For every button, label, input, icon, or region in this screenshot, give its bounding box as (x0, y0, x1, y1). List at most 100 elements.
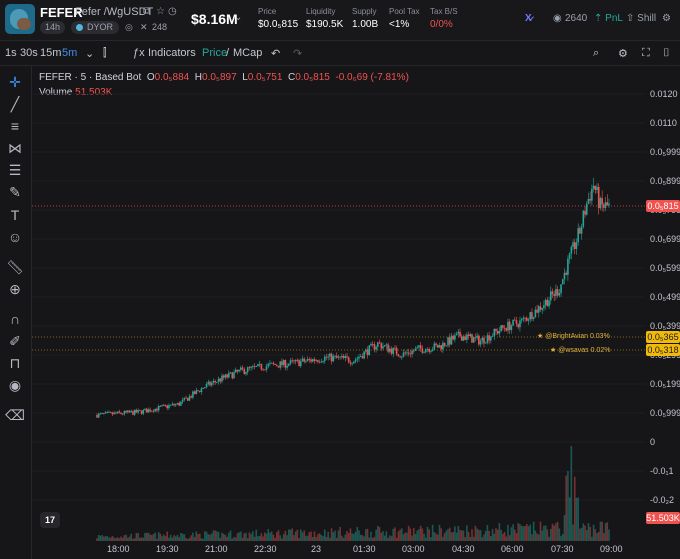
indicators-button[interactable]: Indicators (148, 47, 196, 59)
volume-bar (356, 527, 359, 541)
x-icon[interactable]: ✕ (140, 22, 148, 32)
volume-bar (556, 521, 559, 541)
star-icon[interactable]: ☆ (156, 6, 165, 17)
volume-bar (527, 526, 530, 541)
lock-draw-icon[interactable]: ✐ (9, 333, 21, 349)
candle-body (330, 353, 333, 362)
interval-1s[interactable]: 1s (5, 47, 17, 59)
volume-bar (281, 538, 283, 541)
volume-bar (418, 529, 420, 541)
volume-bar (214, 530, 216, 541)
redo-icon[interactable]: ↷ (293, 48, 303, 60)
candle-body (479, 340, 482, 345)
candle-body (262, 369, 264, 371)
candle-body (125, 411, 127, 413)
volume-bar (243, 533, 246, 541)
price-toggle[interactable]: Price (202, 47, 228, 59)
volume-bar (428, 529, 431, 541)
zoom-icon[interactable]: ⊕ (9, 281, 21, 297)
candle-body (265, 366, 268, 370)
gear-icon[interactable]: ⚙ (618, 48, 628, 60)
emoji-icon[interactable]: ☺ (7, 229, 23, 245)
volume-bar (180, 532, 182, 541)
x-link-icon[interactable]: X̷ (525, 13, 532, 24)
candle-body (594, 185, 597, 191)
copy-icon[interactable]: ⧉ (143, 6, 151, 17)
dyor-badge[interactable]: DYOR (71, 21, 120, 34)
volume-bar (277, 530, 280, 541)
pnl-button[interactable]: ⇡ PnL (594, 13, 623, 24)
trend-line-icon[interactable]: ╱ (10, 96, 20, 112)
volume-bar (272, 534, 275, 541)
price-tick: 0.0₅899 (650, 176, 680, 186)
volume-bar (544, 525, 547, 541)
volume-bar (424, 537, 427, 541)
candle-body (152, 410, 155, 412)
candle-body (515, 320, 518, 324)
volume-bar (493, 533, 496, 541)
interval-5m[interactable]: 5m (62, 47, 78, 59)
volume-bar (298, 538, 300, 541)
pitchfork-icon[interactable]: ⋈ (8, 140, 22, 156)
clock-icon[interactable]: ◷ (168, 6, 177, 17)
lock-icon[interactable]: ⊓ (9, 355, 21, 371)
volume-bar (327, 531, 329, 541)
ruler-icon[interactable]: 📏︎ (6, 259, 24, 275)
candle-type-icon[interactable]: ⫿ (103, 47, 107, 59)
volume-bar (140, 537, 143, 541)
volume-bar (466, 525, 468, 541)
candle-body (448, 337, 451, 345)
candle-body (145, 408, 148, 413)
horizontal-lines-icon[interactable]: ≡ (10, 118, 20, 134)
undo-icon[interactable]: ↶ (271, 48, 281, 60)
price-tick: 0.0₅199 (650, 379, 680, 389)
volume-bar (560, 535, 562, 541)
gear-icon[interactable]: ⚙ (662, 13, 671, 24)
chevron-down-icon[interactable]: ⌄ (85, 48, 95, 60)
volume-bar (287, 529, 290, 541)
volume-bar (371, 537, 374, 541)
candle-body (149, 409, 151, 412)
volume-bar (537, 534, 540, 541)
candle-body (245, 371, 247, 374)
volume-bar (354, 531, 357, 541)
fullscreen-icon[interactable]: ⛶ (642, 47, 650, 59)
brush-icon[interactable]: ✎ (9, 184, 21, 200)
globe-icon[interactable]: ◎ (125, 22, 133, 32)
candle-body (469, 334, 472, 337)
volume-bar (570, 446, 573, 541)
volume-bar (121, 537, 124, 541)
candle-body (568, 253, 571, 259)
fib-icon[interactable]: ☰ (8, 162, 22, 178)
bright-price-label: 0.0₅365 (646, 331, 680, 343)
volume-bar (539, 521, 542, 541)
volume-bar (311, 537, 314, 541)
chevron-down-icon[interactable]: ⌄ (234, 12, 243, 23)
volume-bar (212, 530, 215, 541)
camera-icon[interactable]: ⌷ (663, 47, 670, 59)
eye-icon[interactable]: ◉ (8, 377, 22, 393)
candle-body (183, 397, 186, 400)
magnet-icon[interactable]: ∩ (9, 311, 21, 327)
candle-body (103, 412, 105, 414)
interval-15m[interactable]: 15m (40, 47, 62, 59)
candle-body (243, 369, 246, 374)
search-icon[interactable]: ⌕ (593, 47, 600, 59)
candle-body (500, 325, 502, 331)
candle-body (313, 359, 316, 361)
volume-bar (505, 536, 508, 541)
interval-30s[interactable]: 30s (20, 47, 38, 59)
volume-bar (228, 532, 230, 541)
candle-body (144, 408, 146, 410)
trash-icon[interactable]: ⌫ (5, 407, 25, 423)
crosshair-icon[interactable]: ✛ (9, 74, 21, 90)
shill-button[interactable]: ⇧ Shill (626, 13, 657, 24)
text-icon[interactable]: T (10, 207, 20, 223)
tradingview-logo[interactable]: 17 (40, 512, 60, 528)
candle-body (483, 337, 485, 344)
candle-body (298, 359, 300, 367)
volume-bar (483, 534, 485, 541)
candle-body (460, 336, 463, 341)
mcap-toggle[interactable]: MCap (233, 47, 263, 59)
